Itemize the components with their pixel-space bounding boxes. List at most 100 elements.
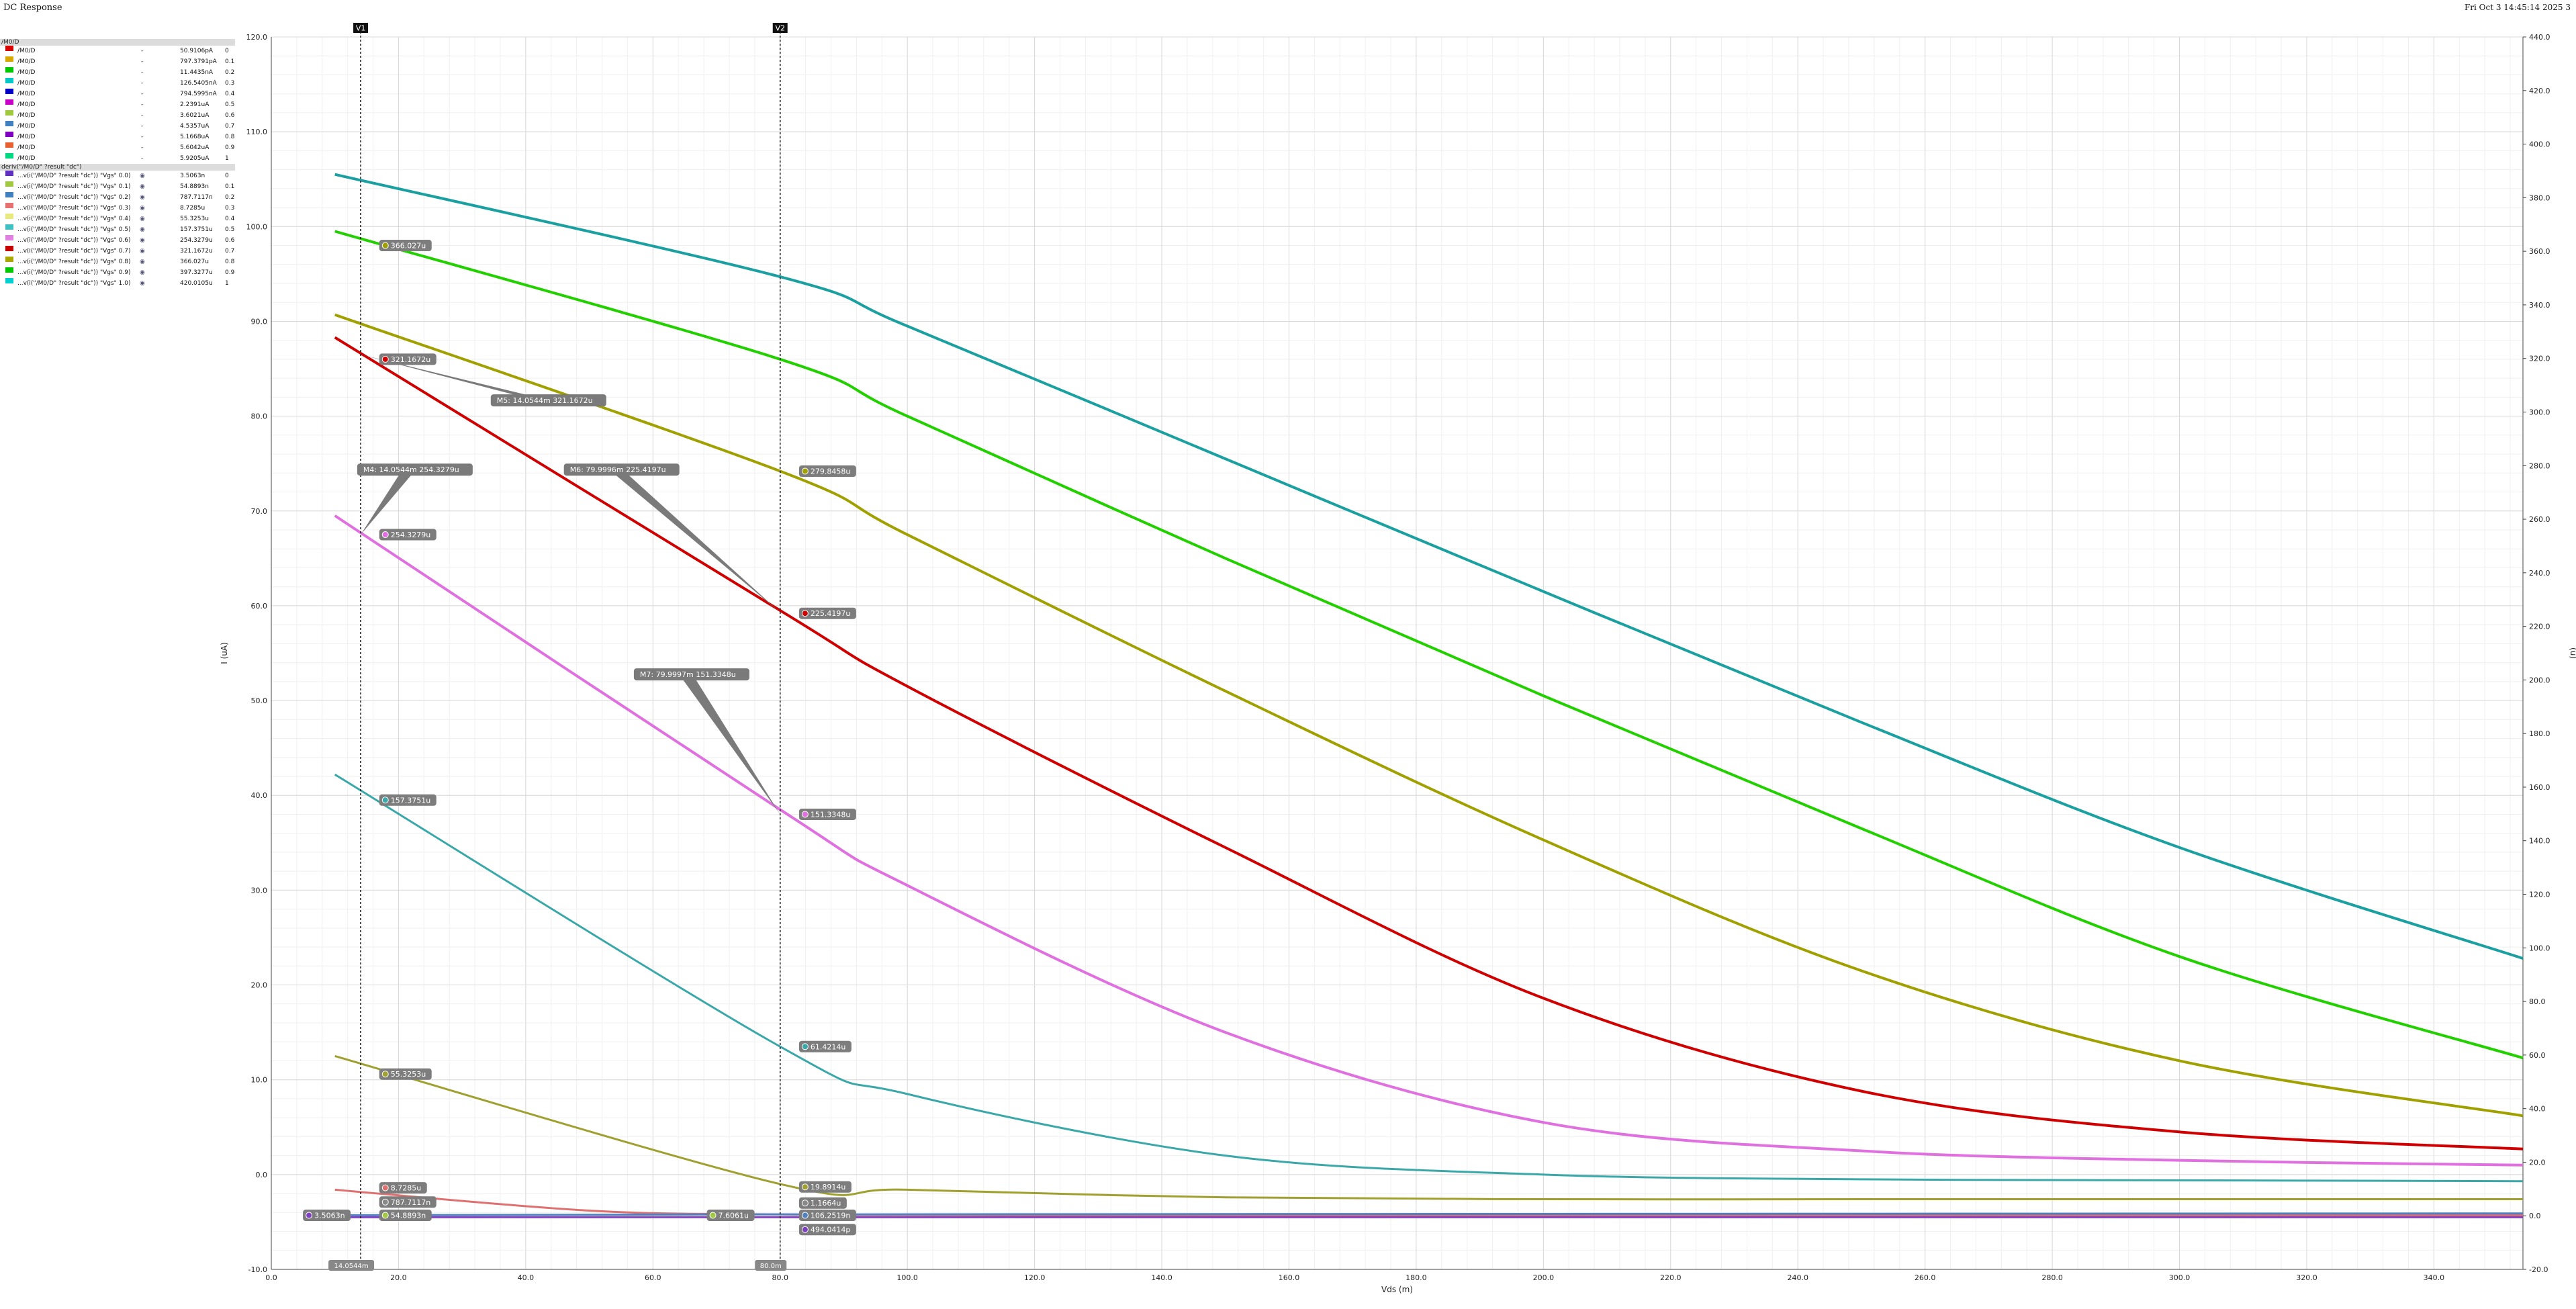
x-tick-label: 300.0 <box>2169 1273 2191 1282</box>
legend-swatch <box>5 214 13 219</box>
annotation-box[interactable] <box>490 394 606 407</box>
series-line[interactable] <box>334 1054 2524 1201</box>
legend-dash: - <box>141 69 144 76</box>
point-label-box[interactable] <box>798 607 856 619</box>
series-line[interactable] <box>334 336 2524 1150</box>
annotation-box[interactable] <box>563 463 680 476</box>
legend-swatch <box>5 132 13 137</box>
legend-param: 0.2 <box>225 69 235 76</box>
eye-icon[interactable]: ◉ <box>140 280 145 287</box>
eye-icon[interactable]: ◉ <box>140 226 145 233</box>
legend-row[interactable]: ...v(i("/M0/D" ?result "dc")) "Vgs" 0.0)… <box>0 171 235 181</box>
legend-row[interactable]: ...v(i("/M0/D" ?result "dc")) "Vgs" 0.3)… <box>0 203 235 214</box>
legend-row[interactable]: /M0/D - 4.5357uA 0.7 <box>0 121 235 132</box>
legend-row[interactable]: /M0/D - 5.9205uA 1 <box>0 153 235 164</box>
legend-row[interactable]: /M0/D - 50.9106pA 0 <box>0 46 235 56</box>
legend-group-header[interactable]: /M0/D <box>0 39 235 46</box>
legend-name: ...v(i("/M0/D" ?result "dc")) "Vgs" 1.0) <box>17 280 131 287</box>
cursor-layer[interactable]: V1 V2 14.0544m 80.0m <box>328 23 788 1271</box>
series-line[interactable] <box>334 514 2524 1167</box>
timestamp: Fri Oct 3 14:45:14 2025 3 <box>2464 3 2571 12</box>
legend-name: /M0/D <box>17 80 36 87</box>
legend-row[interactable]: ...v(i("/M0/D" ?result "dc")) "Vgs" 0.1)… <box>0 181 235 192</box>
point-marker <box>801 1200 809 1207</box>
point-label-box[interactable] <box>798 1197 847 1209</box>
point-label-box[interactable] <box>798 1181 852 1193</box>
legend-param: 0.3 <box>225 205 235 212</box>
legend-value: 3.5063n <box>180 173 205 179</box>
point-label: 19.8914u <box>811 1183 845 1191</box>
series-line[interactable] <box>334 230 2524 1060</box>
legend-row[interactable]: ...v(i("/M0/D" ?result "dc")) "Vgs" 0.5)… <box>0 224 235 235</box>
legend-row[interactable]: ...v(i("/M0/D" ?result "dc")) "Vgs" 0.6)… <box>0 235 235 246</box>
point-label-box[interactable] <box>798 808 856 820</box>
legend-value: 126.5405nA <box>180 80 217 87</box>
legend-row[interactable]: ...v(i("/M0/D" ?result "dc")) "Vgs" 0.2)… <box>0 192 235 203</box>
eye-icon[interactable]: ◉ <box>140 248 145 255</box>
legend-swatch <box>5 257 13 262</box>
legend-value: 420.0105u <box>180 280 213 287</box>
legend-name: ...v(i("/M0/D" ?result "dc")) "Vgs" 0.6) <box>17 237 131 244</box>
point-label-box[interactable] <box>379 1068 432 1080</box>
series-line[interactable] <box>334 1188 2523 1217</box>
legend-param: 0.6 <box>225 237 235 244</box>
app-title: DC Response <box>3 3 62 13</box>
point-label-box[interactable] <box>303 1210 351 1222</box>
legend-row[interactable]: ...v(i("/M0/D" ?result "dc")) "Vgs" 0.9)… <box>0 267 235 278</box>
legend-row[interactable]: ...v(i("/M0/D" ?result "dc")) "Vgs" 0.8)… <box>0 257 235 267</box>
point-label-box[interactable] <box>798 1224 856 1236</box>
annotation-box[interactable] <box>357 463 473 476</box>
point-label-box[interactable] <box>379 353 436 365</box>
legend-row[interactable]: /M0/D - 2.2391uA 0.5 <box>0 99 235 110</box>
legend-row[interactable]: /M0/D - 3.6021uA 0.6 <box>0 110 235 121</box>
point-label-box[interactable] <box>379 794 436 806</box>
legend-name: /M0/D <box>17 144 36 151</box>
y-tick-label-right: 80.0 <box>2529 997 2546 1006</box>
legend-name: ...v(i("/M0/D" ?result "dc")) "Vgs" 0.9) <box>17 269 131 276</box>
annotation-box[interactable] <box>633 668 749 681</box>
legend-dash: - <box>141 134 144 140</box>
point-label-box[interactable] <box>379 1210 432 1222</box>
legend-row[interactable]: /M0/D - 11.4435nA 0.2 <box>0 67 235 78</box>
eye-icon[interactable]: ◉ <box>140 269 145 276</box>
eye-icon[interactable]: ◉ <box>140 259 145 265</box>
point-label-box[interactable] <box>798 465 856 477</box>
cursor-handle[interactable] <box>772 23 788 33</box>
legend-row[interactable]: /M0/D - 797.3791pA 0.1 <box>0 56 235 67</box>
annotation-text: M4: 14.0544m 254.3279u <box>363 465 459 474</box>
legend-group-header[interactable]: deriv("/M0/D" ?result "dc") <box>0 164 235 171</box>
x-tick-label: 40.0 <box>518 1273 535 1282</box>
legend-value: 366.027u <box>180 259 209 265</box>
point-label-box[interactable] <box>379 1196 436 1208</box>
legend-row[interactable]: /M0/D - 126.5405nA 0.3 <box>0 78 235 89</box>
eye-icon[interactable]: ◉ <box>140 194 145 201</box>
eye-icon[interactable]: ◉ <box>140 173 145 179</box>
legend-row[interactable]: ...v(i("/M0/D" ?result "dc")) "Vgs" 1.0)… <box>0 278 235 289</box>
point-label-box[interactable] <box>798 1210 856 1222</box>
legend-row[interactable]: ...v(i("/M0/D" ?result "dc")) "Vgs" 0.7)… <box>0 246 235 257</box>
eye-icon[interactable]: ◉ <box>140 216 145 222</box>
series-line[interactable] <box>334 773 2524 1183</box>
legend-row[interactable]: /M0/D - 5.1668uA 0.8 <box>0 132 235 142</box>
series-line[interactable] <box>334 173 2524 960</box>
point-label: 3.5063n <box>314 1212 344 1220</box>
legend-row[interactable]: /M0/D - 5.6042uA 0.9 <box>0 142 235 153</box>
point-label-box[interactable] <box>379 240 432 252</box>
legend-name: ...v(i("/M0/D" ?result "dc")) "Vgs" 0.3) <box>17 205 131 212</box>
y-tick-label-right: -20.0 <box>2529 1265 2548 1274</box>
chart-grid <box>271 36 2523 1270</box>
point-label-box[interactable] <box>379 1182 427 1194</box>
point-label-box[interactable] <box>798 1040 852 1052</box>
point-label: 366.027u <box>391 242 426 251</box>
point-label-box[interactable] <box>706 1210 755 1222</box>
cursor-handle[interactable] <box>353 23 369 33</box>
point-label-box[interactable] <box>379 529 436 541</box>
legend-value: 397.3277u <box>180 269 213 276</box>
point-marker <box>801 1183 809 1191</box>
eye-icon[interactable]: ◉ <box>140 205 145 212</box>
eye-icon[interactable]: ◉ <box>140 183 145 190</box>
legend-row[interactable]: ...v(i("/M0/D" ?result "dc")) "Vgs" 0.4)… <box>0 214 235 224</box>
legend-row[interactable]: /M0/D - 794.5995nA 0.4 <box>0 89 235 99</box>
eye-icon[interactable]: ◉ <box>140 237 145 244</box>
